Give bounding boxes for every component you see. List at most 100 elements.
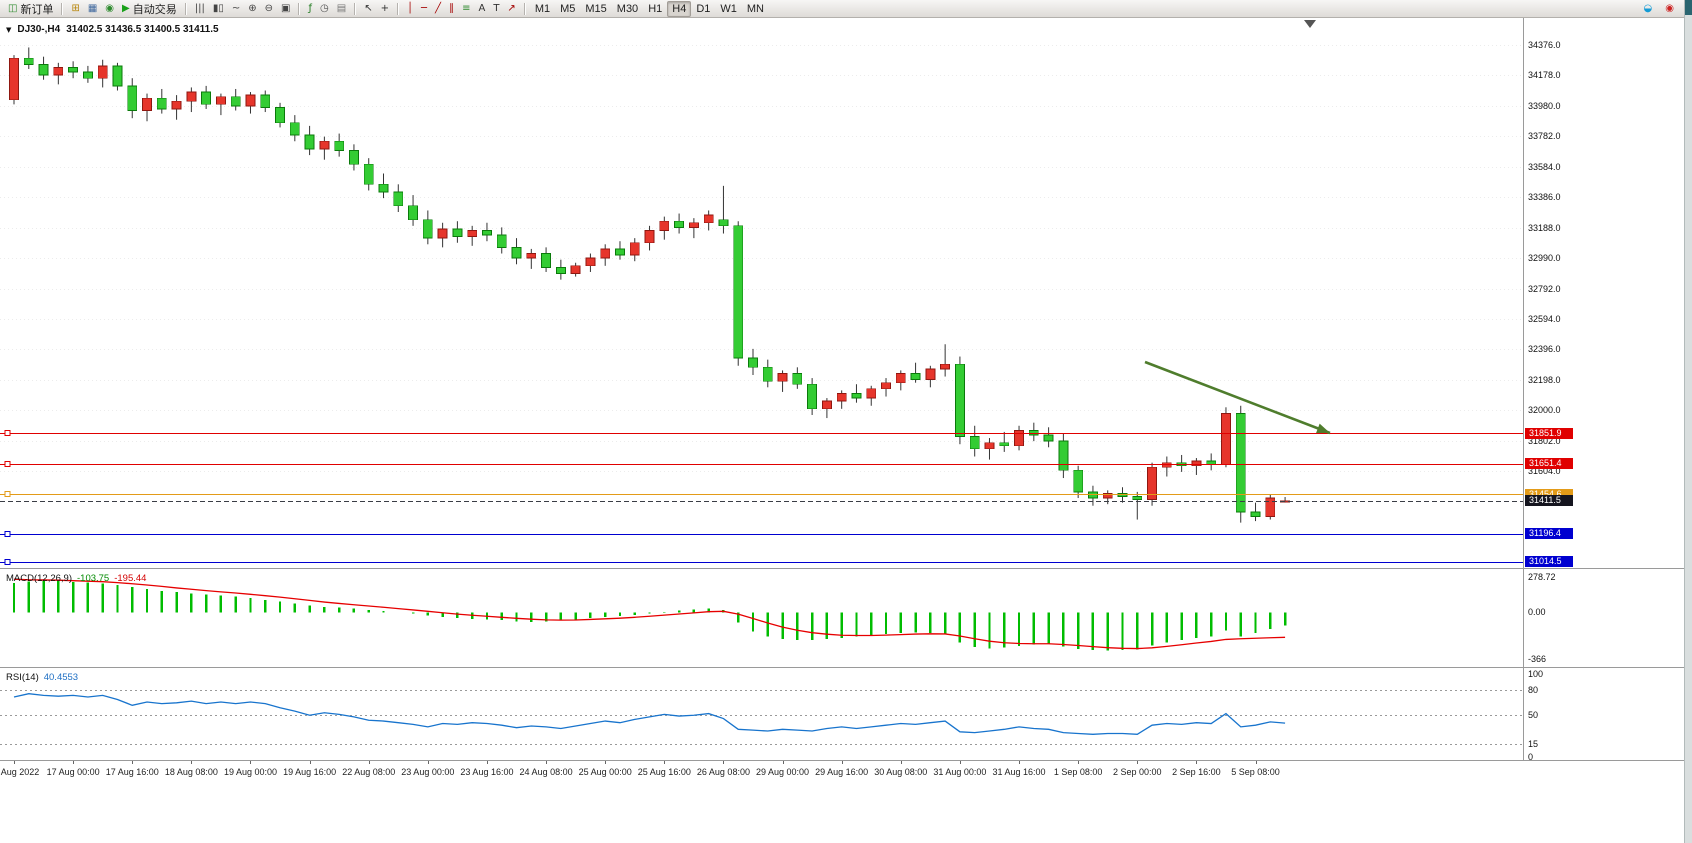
community-icon: ◒ <box>1643 2 1653 14</box>
chart-window[interactable]: ▼ DJ30-,H4 31402.5 31436.5 31400.5 31411… <box>0 17 1692 843</box>
toolbar-group: ⊞ ▦ ◉ ▶ 自动交易 <box>67 0 180 17</box>
line-chart[interactable]: ~ <box>228 2 244 16</box>
equidistant-channel[interactable]: ∥ <box>445 2 458 16</box>
tf-m15-label: M15 <box>585 2 607 15</box>
new-order[interactable]: ◫ 新订单 <box>4 0 57 19</box>
arrows-icon: ↗ <box>507 2 516 14</box>
tf-m30[interactable]: M30 <box>612 1 643 17</box>
resistance-line-2[interactable] <box>0 461 1523 467</box>
bid-price-badge: 31411.5 <box>1525 495 1573 507</box>
tf-h1[interactable]: H1 <box>643 1 667 17</box>
cursor[interactable]: ↖ <box>360 2 376 16</box>
right-scrollbar[interactable] <box>1684 0 1692 843</box>
profiles-icon: ▦ <box>87 2 98 14</box>
price-axis-label: 33188.0 <box>1528 222 1561 233</box>
scrollbar-thumb[interactable] <box>1685 0 1692 15</box>
time-axis-label: 25 Aug 16:00 <box>637 767 691 777</box>
tf-m15[interactable]: M15 <box>580 1 611 17</box>
text-label[interactable]: T <box>489 2 503 16</box>
candlestick-series <box>9 47 1290 523</box>
tf-d1[interactable]: D1 <box>691 1 715 17</box>
tf-m1-label: M1 <box>534 2 551 15</box>
chart-title: ▼ DJ30-,H4 31402.5 31436.5 31400.5 31411… <box>6 24 219 35</box>
support-line-blue-2-badge: 31014.5 <box>1525 556 1573 568</box>
tf-w1[interactable]: W1 <box>715 1 742 17</box>
tile-windows[interactable]: ▣ <box>277 2 294 16</box>
rsi-axis-label: 80 <box>1528 685 1539 696</box>
time-axis-tick <box>132 761 134 764</box>
tf-mn-label: MN <box>746 2 764 15</box>
rsi-line <box>13 693 1286 735</box>
panel-separator-rsi[interactable] <box>0 667 1684 668</box>
price-axis-label: 33584.0 <box>1528 161 1561 172</box>
support-line-blue-1[interactable] <box>0 531 1523 537</box>
templates[interactable]: ▤ <box>333 2 350 16</box>
price-chart-plot[interactable] <box>0 17 1523 568</box>
refresh[interactable]: ◉ <box>101 2 118 16</box>
time-axis-tick <box>959 761 961 764</box>
support-line-orange-badge: 31454.6 <box>1525 488 1573 500</box>
bar-chart[interactable]: ||| <box>191 2 209 16</box>
chart-symbol-period: DJ30-,H4 <box>17 24 61 35</box>
live-update-icon: ◉ <box>1665 2 1674 14</box>
macd-axis-label: 278.72 <box>1528 572 1556 583</box>
price-axis[interactable]: 34376.0 34178.0 33980.0 33782.0 33584.0 33386… <box>1524 17 1682 843</box>
new-chart[interactable]: ⊞ <box>67 2 83 16</box>
arrows[interactable]: ↗ <box>503 2 519 16</box>
support-line-orange[interactable] <box>0 491 1523 497</box>
rsi-plot[interactable] <box>0 668 1523 760</box>
candlestick-chart[interactable]: ▮▯ <box>209 2 228 16</box>
price-axis-label: 31802.0 <box>1528 435 1561 446</box>
tf-m1[interactable]: M1 <box>530 1 555 17</box>
crosshair-icon: + <box>380 2 389 14</box>
chart-shift-marker-icon[interactable] <box>1304 20 1316 28</box>
time-axis-tick <box>191 761 193 764</box>
periods[interactable]: ◷ <box>316 2 333 16</box>
resistance-line-1-badge: 31851.9 <box>1525 427 1573 439</box>
support-line-blue-1-badge: 31196.4 <box>1525 528 1573 540</box>
profiles[interactable]: ▦ <box>84 2 101 16</box>
toolbar: ◫ 新订单 ⊞ ▦ ◉ ▶ 自动交易 ||| ▮▯ ~ ⊕ ⊖ ▣ ƒ ◷ ▤ ↖ + │ ─ ╱ ∥ ≡ A T ↗ M1 M5 M1… <box>0 0 1692 18</box>
community[interactable]: ◒ <box>1640 2 1657 16</box>
tf-mn[interactable]: MN <box>742 1 769 17</box>
tf-h4[interactable]: H4 <box>667 0 692 17</box>
macd-plot[interactable] <box>0 569 1523 667</box>
price-axis-label: 31604.0 <box>1528 466 1561 477</box>
support-line-blue-2[interactable] <box>0 559 1523 565</box>
rsi-indicator-label: RSI(14) 40.4553 <box>6 672 78 683</box>
time-axis-label: 26 Aug 08:00 <box>696 767 750 777</box>
vertical-line[interactable]: │ <box>403 2 417 16</box>
time-axis-label: 23 Aug 00:00 <box>401 767 455 777</box>
horizontal-line[interactable]: ─ <box>417 2 431 16</box>
price-axis-label: 32990.0 <box>1528 253 1561 264</box>
macd-histogram <box>12 580 1287 651</box>
time-axis-tick <box>1196 761 1198 764</box>
toolbar-left: ◫ 新订单 ⊞ ▦ ◉ ▶ 自动交易 ||| ▮▯ ~ ⊕ ⊖ ▣ ƒ ◷ ▤ ↖ + │ ─ ╱ ∥ ≡ A T ↗ M1 M5 M1… <box>0 0 1640 17</box>
time-axis[interactable]: 16 Aug 2022 17 Aug 00:00 17 Aug 16:00 18 Au… <box>0 761 1523 783</box>
fibonacci[interactable]: ≡ <box>458 2 474 16</box>
zoom-in[interactable]: ⊕ <box>244 2 260 16</box>
time-axis-tick <box>73 761 75 764</box>
tf-m5[interactable]: M5 <box>555 1 580 17</box>
toolbar-separator <box>184 2 187 15</box>
zoom-out[interactable]: ⊖ <box>261 2 277 16</box>
equidistant-channel-icon: ∥ <box>449 2 455 14</box>
live-update[interactable]: ◉ <box>1661 2 1678 16</box>
indicators[interactable]: ƒ <box>304 2 316 16</box>
trend-arrow[interactable] <box>1144 360 1331 435</box>
panel-separator-macd[interactable] <box>0 568 1684 569</box>
toolbar-separator <box>523 2 526 15</box>
toolbar-group: ◫ 新订单 <box>4 0 57 17</box>
price-axis-label: 32792.0 <box>1528 283 1561 294</box>
autotrading[interactable]: ▶ 自动交易 <box>118 0 181 19</box>
time-axis-label: 29 Aug 00:00 <box>756 767 810 777</box>
one-click-trading-toggle[interactable]: ▼ <box>6 25 12 34</box>
rsi-axis-label: 50 <box>1528 710 1539 721</box>
periods-icon: ◷ <box>320 2 329 14</box>
resistance-line-1[interactable] <box>0 430 1523 436</box>
crosshair[interactable]: + <box>377 2 393 16</box>
text[interactable]: A <box>474 2 489 16</box>
price-axis-label: 34178.0 <box>1528 70 1561 81</box>
trendline[interactable]: ╱ <box>431 2 445 16</box>
axis-border <box>1523 17 1524 760</box>
